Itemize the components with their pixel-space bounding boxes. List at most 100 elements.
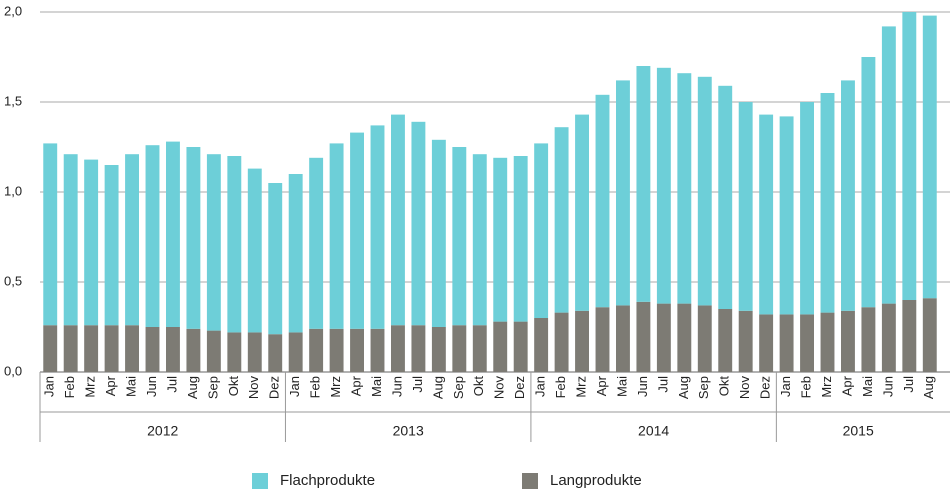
legend-swatch [522, 473, 538, 489]
x-tick-label: Dez [512, 376, 527, 399]
bar-segment [247, 332, 262, 372]
x-tick-label: Mai [369, 376, 384, 397]
y-tick-label: 1,5 [4, 93, 22, 108]
x-tick-label: Jan [42, 376, 57, 397]
bar-segment [759, 114, 774, 315]
bar-segment [861, 307, 876, 372]
bar-segment [452, 147, 467, 326]
bar-segment [800, 102, 814, 315]
bar-segment [431, 327, 446, 372]
bar-segment [820, 93, 835, 313]
bar-segment [145, 327, 160, 372]
x-tick-label: Jul [164, 376, 179, 393]
bar-segment [166, 327, 180, 372]
bar-segment [411, 121, 426, 326]
bar-segment [841, 310, 855, 372]
bar-segment [206, 330, 221, 372]
x-tick-label: Jun [635, 376, 650, 397]
bar-segment [125, 325, 139, 372]
x-tick-label: Mrz [83, 376, 98, 398]
x-tick-label: Dez [758, 376, 773, 399]
bar-segment [206, 154, 221, 331]
bar-segment [759, 314, 774, 372]
x-tick-label: Mai [860, 376, 875, 397]
bar-segment [370, 328, 385, 372]
y-tick-label: 1,0 [4, 183, 22, 198]
x-tick-label: Aug [430, 376, 445, 399]
y-tick-label: 0,5 [4, 273, 22, 288]
x-tick-label: Apr [839, 375, 854, 396]
x-tick-label: Jun [880, 376, 895, 397]
x-tick-label: Jan [287, 376, 302, 397]
bar-segment [881, 303, 896, 372]
legend-label: Langprodukte [550, 472, 642, 489]
bar-segment [820, 312, 835, 372]
bar-segment [227, 332, 242, 372]
x-tick-label: Mrz [573, 376, 588, 398]
bar-segment [145, 145, 160, 327]
bar-segment [391, 114, 405, 326]
group-label: 2014 [638, 423, 669, 439]
bar-segment [493, 321, 508, 372]
bar-segment [186, 147, 201, 329]
bar-segment [779, 116, 794, 315]
x-tick-label: Jan [533, 376, 548, 397]
bar-segment [513, 321, 528, 372]
x-tick-label: Mrz [328, 376, 343, 398]
x-tick-label: Sep [696, 376, 711, 399]
x-tick-label: Feb [308, 376, 323, 398]
legend-label: Flachprodukte [280, 472, 375, 489]
legend-swatch [252, 473, 268, 489]
bar-segment [718, 85, 733, 309]
bar-segment [452, 325, 467, 372]
bar-segment [166, 141, 180, 327]
bar-segment [227, 156, 242, 333]
bar-segment [881, 26, 896, 304]
bar-segment [861, 57, 876, 308]
x-tick-label: Sep [451, 376, 466, 399]
group-label: 2013 [393, 423, 424, 439]
bar-segment [268, 334, 283, 372]
bar-segment [309, 328, 324, 372]
bar-segment [186, 328, 201, 372]
x-tick-label: Okt [226, 376, 241, 397]
bar-segment [350, 132, 364, 329]
bar-segment [636, 66, 651, 302]
x-tick-label: Aug [676, 376, 691, 399]
bar-segment [513, 156, 528, 322]
bar-segment [595, 94, 610, 308]
x-tick-label: Mai [614, 376, 629, 397]
bar-segment [677, 303, 692, 372]
x-tick-label: Mrz [819, 376, 834, 398]
x-tick-label: Feb [553, 376, 568, 398]
bar-segment [575, 114, 589, 311]
bar-segment [43, 143, 58, 326]
bar-segment [411, 325, 426, 372]
bar-segment [738, 310, 753, 372]
bar-segment [268, 183, 283, 335]
bar-segment [104, 165, 119, 326]
bar-segment [656, 67, 671, 304]
x-tick-label: Apr [348, 375, 363, 396]
bar-segment [616, 305, 630, 372]
bar-segment [922, 15, 937, 299]
x-tick-label: Jun [144, 376, 159, 397]
bar-segment [288, 332, 303, 372]
x-tick-label: Apr [103, 375, 118, 396]
bar-segment [656, 303, 671, 372]
bar-segment [534, 318, 549, 372]
bar-segment [84, 325, 99, 372]
x-tick-label: Aug [921, 376, 936, 399]
x-tick-label: Nov [246, 376, 261, 400]
x-tick-label: Feb [62, 376, 77, 398]
x-tick-label: Aug [185, 376, 200, 399]
bar-segment [922, 298, 937, 372]
x-tick-label: Jun [389, 376, 404, 397]
x-tick-label: Jul [901, 376, 916, 393]
y-tick-label: 0,0 [4, 363, 22, 378]
bar-segment [677, 73, 692, 304]
bar-segment [391, 325, 405, 372]
bar-segment [595, 307, 610, 372]
x-tick-label: Mai [123, 376, 138, 397]
